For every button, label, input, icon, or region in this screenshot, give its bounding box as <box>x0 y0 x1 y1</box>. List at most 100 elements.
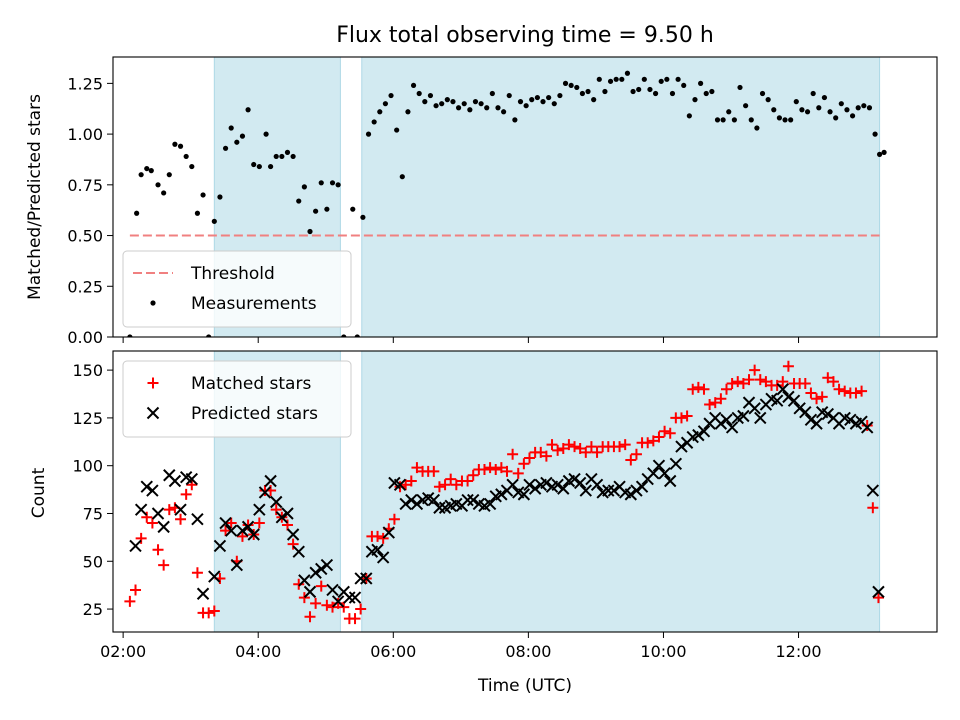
measurement-point-91 <box>641 76 647 82</box>
matched-star-point-87 <box>614 441 626 453</box>
matched-star-point-104 <box>709 397 721 409</box>
matched-star-point-7 <box>163 504 175 516</box>
predicted-star-point-49 <box>410 497 424 511</box>
predicted-star-point-31 <box>309 566 322 579</box>
matched-star-point-54 <box>428 465 440 477</box>
predicted-star-point-13 <box>208 570 221 583</box>
matched-star-point-30 <box>293 578 305 590</box>
predicted-star-point-84 <box>607 484 621 497</box>
measurement-point-7 <box>166 172 172 178</box>
matched-star-point-75 <box>546 439 558 451</box>
matched-star-point-63 <box>478 464 490 476</box>
matched-star-point-98 <box>675 412 687 424</box>
measurement-point-86 <box>613 76 619 82</box>
top-y-tick-label-3: 0.75 <box>67 176 103 195</box>
measurement-point-106 <box>726 109 732 115</box>
predicted-star-point-89 <box>635 480 649 493</box>
top-legend: Threshold Measurements <box>122 250 352 328</box>
measurement-point-18 <box>228 125 234 131</box>
measurement-point-13 <box>200 192 206 198</box>
matched-star-point-77 <box>557 442 569 454</box>
predicted-star-point-22 <box>258 486 272 499</box>
matched-star-point-45 <box>377 532 389 544</box>
measurement-point-109 <box>743 103 749 109</box>
top-legend-box <box>122 250 352 328</box>
measurement-point-93 <box>652 90 659 97</box>
measurement-point-114 <box>771 107 777 113</box>
matched-star-point-100 <box>687 383 699 395</box>
measurement-point-38 <box>341 334 347 337</box>
matched-star-point-57 <box>445 473 457 485</box>
measurement-point-103 <box>709 88 715 95</box>
predicted-star-point-110 <box>754 411 767 425</box>
predicted-star-point-37 <box>343 591 356 604</box>
matched-star-point-15 <box>208 605 220 617</box>
measurement-point-22 <box>251 161 257 168</box>
matched-star-point-96 <box>664 427 676 439</box>
measurement-point-124 <box>827 109 833 115</box>
matched-star-point-110 <box>743 374 755 386</box>
matched-star-point-10 <box>180 488 192 500</box>
measurement-point-99 <box>686 113 692 119</box>
matched-star-point-125 <box>827 376 839 388</box>
bottom-markers <box>124 360 885 625</box>
measurement-point-76 <box>557 92 563 99</box>
bottom-y-tick-label-3: 100 <box>72 457 103 476</box>
measurement-point-68 <box>512 117 518 123</box>
measurement-point-1 <box>134 210 140 216</box>
matched-star-point-51 <box>411 462 423 474</box>
predicted-star-point-52 <box>427 493 441 507</box>
matched-star-point-111 <box>749 364 761 376</box>
measurement-point-126 <box>838 101 844 107</box>
measurement-point-42 <box>365 131 372 137</box>
matched-star-point-4 <box>146 517 158 529</box>
measurement-point-74 <box>546 94 552 101</box>
matched-star-point-68 <box>507 448 519 460</box>
predicted-star-point-35 <box>331 595 345 608</box>
matched-star-point-33 <box>310 597 322 609</box>
matched-star-point-120 <box>799 377 811 389</box>
matched-star-point-26 <box>270 504 282 516</box>
matched-star-point-82 <box>585 441 597 453</box>
bottom-y-tick-label-4: 125 <box>72 409 103 428</box>
bottom-legend-label-1: Predicted stars <box>191 404 318 424</box>
measurement-point-45 <box>382 101 389 107</box>
measurement-point-8 <box>172 141 178 147</box>
predicted-star-point-88 <box>630 484 643 497</box>
predicted-star-point-70 <box>528 482 542 495</box>
predicted-star-point-113 <box>770 394 784 407</box>
predicted-star-point-94 <box>664 474 677 488</box>
measurement-point-79 <box>574 84 580 91</box>
predicted-star-point-7 <box>168 474 182 488</box>
measurement-point-58 <box>455 105 462 111</box>
measurement-point-12 <box>194 210 201 216</box>
matched-star-point-78 <box>563 439 575 451</box>
predicted-star-point-114 <box>776 383 789 396</box>
measurement-point-15 <box>211 218 217 224</box>
measurement-point-26 <box>273 153 279 160</box>
measurement-point-88 <box>624 70 631 76</box>
measurement-point-66 <box>501 109 507 115</box>
measurement-point-111 <box>754 125 760 131</box>
predicted-star-point-117 <box>793 402 806 415</box>
measurement-point-60 <box>467 107 473 113</box>
predicted-star-point-25 <box>275 511 289 524</box>
measurement-point-100 <box>692 97 698 103</box>
bottom-legend: Matched stars Predicted stars <box>122 360 352 438</box>
predicted-star-point-122 <box>821 407 835 421</box>
measurement-point-36 <box>329 180 336 186</box>
predicted-star-point-23 <box>264 474 277 488</box>
predicted-star-point-129 <box>861 421 874 434</box>
matched-star-point-83 <box>591 446 603 458</box>
matched-star-point-3 <box>141 511 153 523</box>
measurement-point-85 <box>607 78 614 84</box>
predicted-star-point-42 <box>371 543 384 557</box>
predicted-star-point-33 <box>320 558 334 572</box>
predicted-star-point-64 <box>495 488 508 501</box>
measurement-point-107 <box>731 117 737 123</box>
measurement-point-33 <box>313 208 319 214</box>
measurement-point-120 <box>804 109 811 115</box>
matched-star-point-71 <box>524 452 536 464</box>
matched-star-point-130 <box>856 385 868 397</box>
measurement-point-70 <box>523 103 529 109</box>
